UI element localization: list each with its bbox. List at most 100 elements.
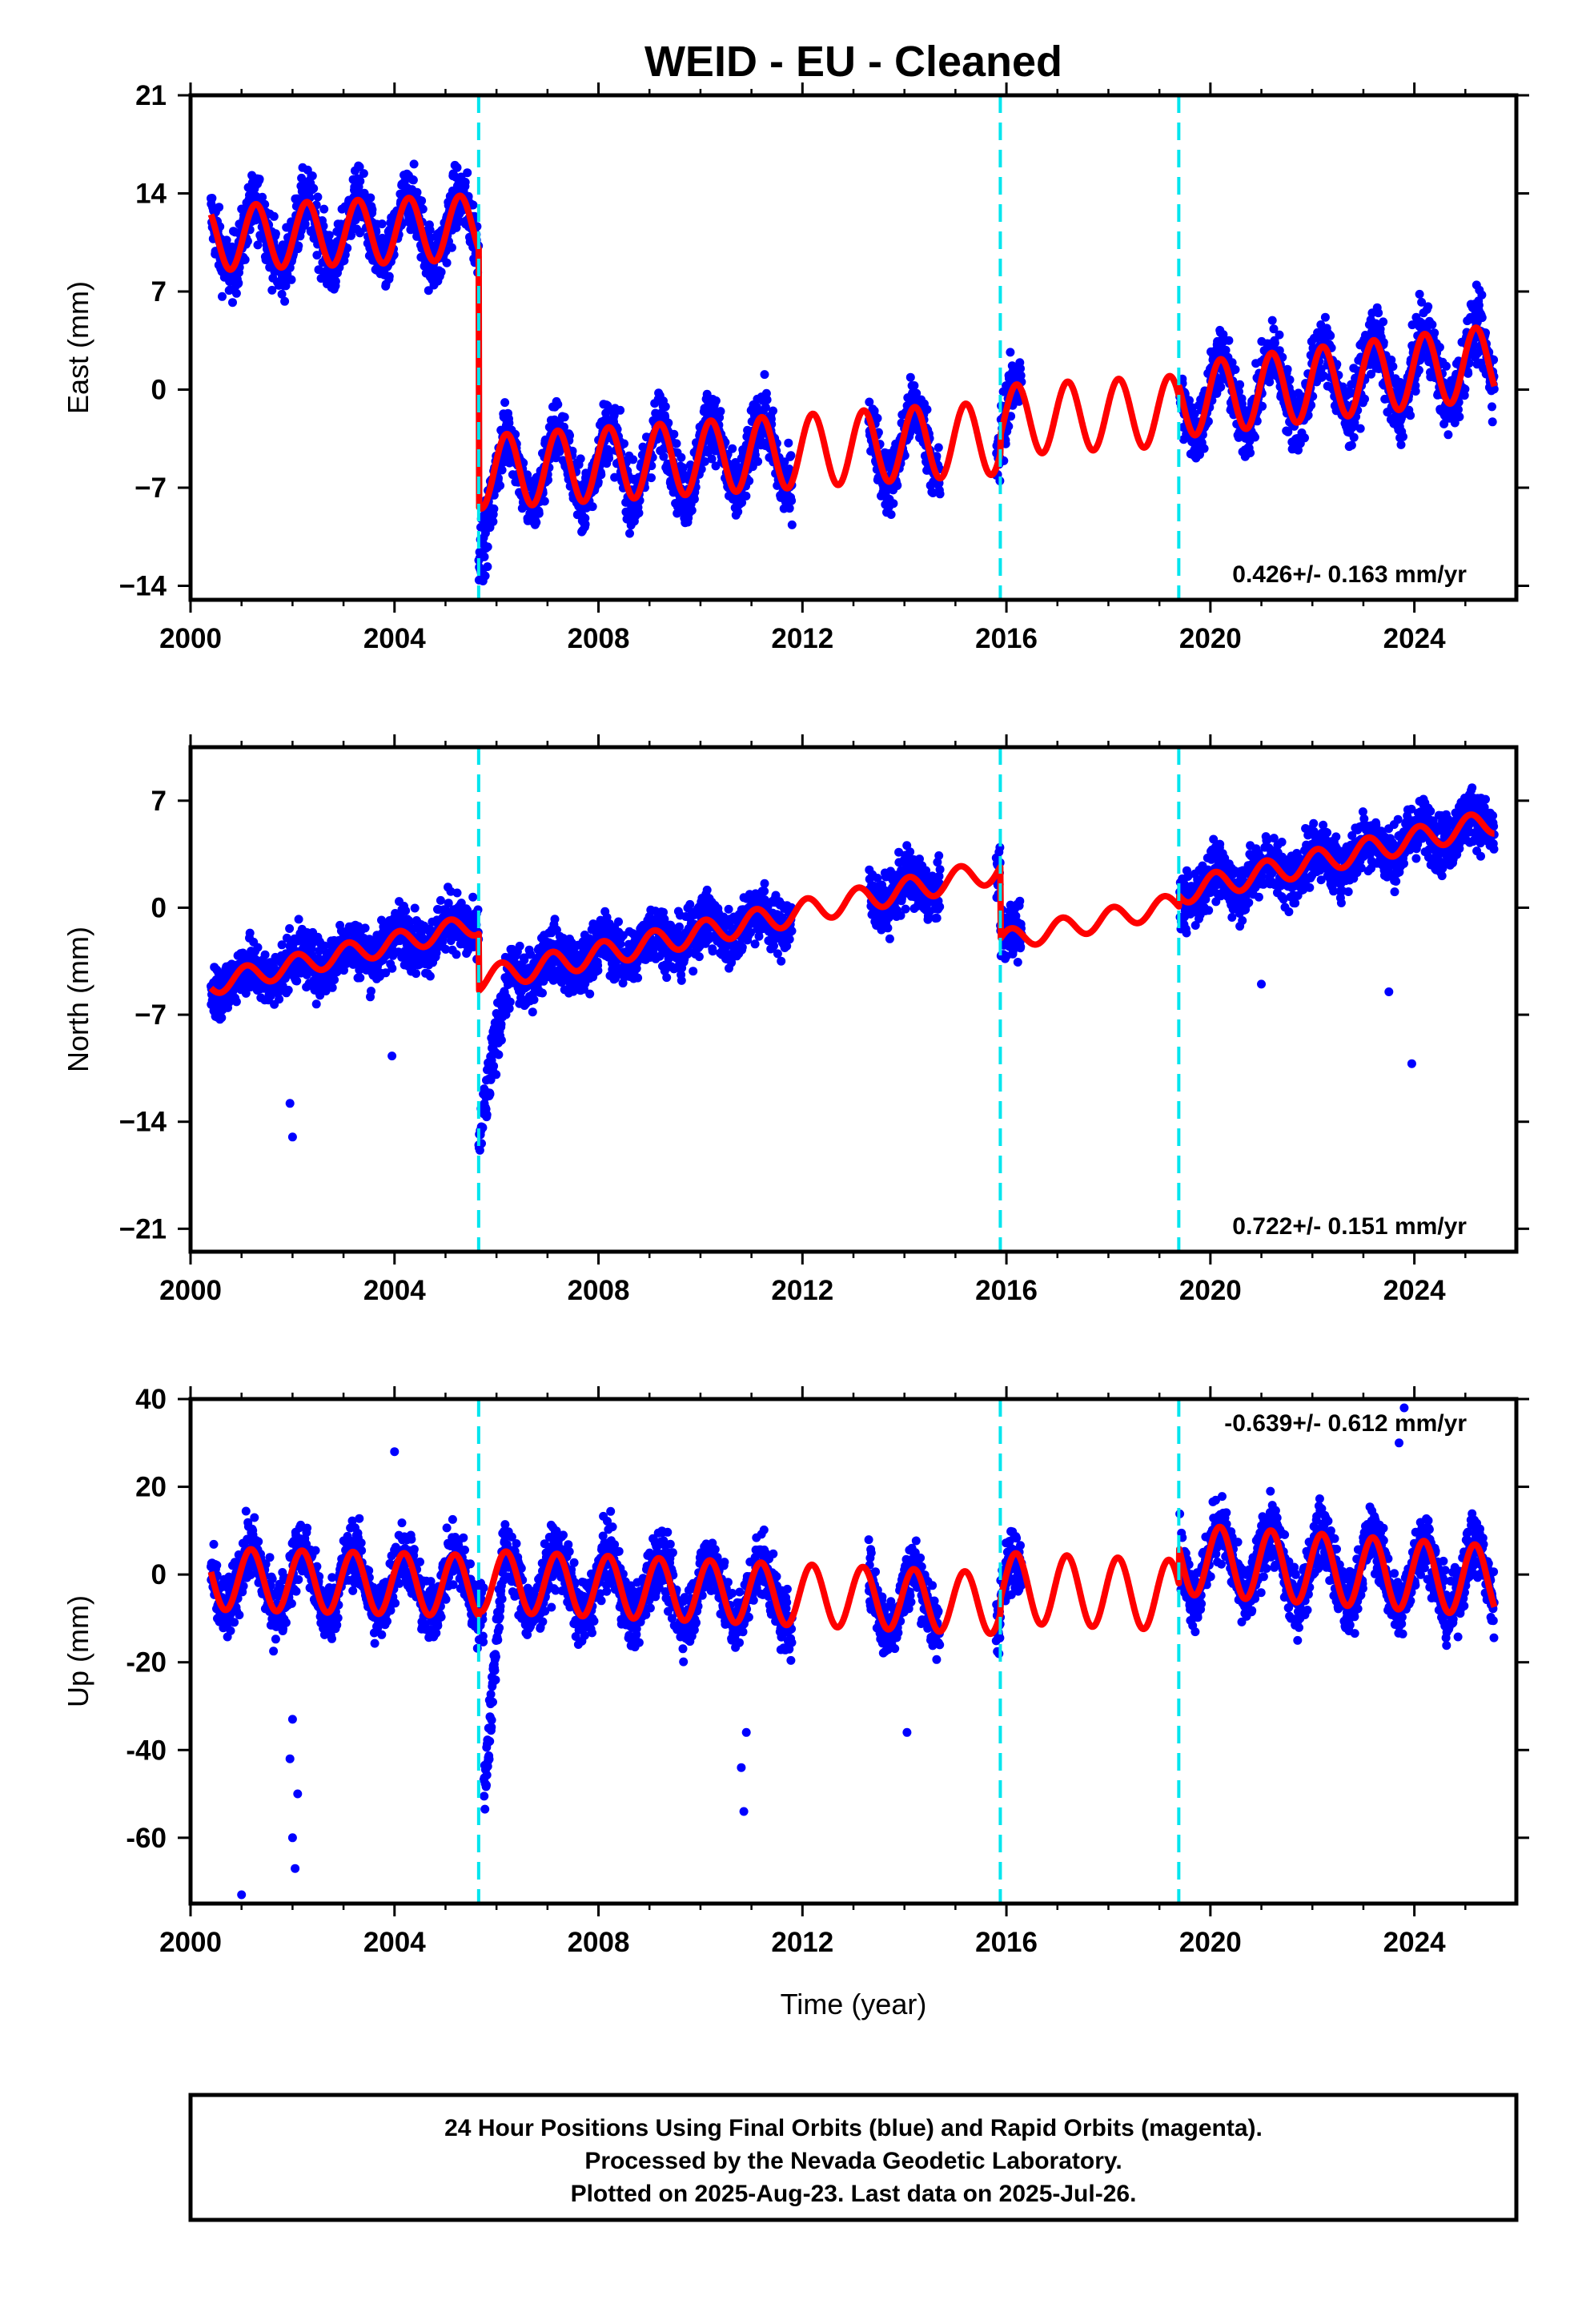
data-point <box>452 950 461 959</box>
data-point <box>281 281 291 291</box>
data-point <box>417 196 427 206</box>
data-point <box>786 451 796 460</box>
data-point <box>463 168 472 178</box>
data-point <box>733 507 743 517</box>
data-point <box>1477 313 1487 323</box>
x-tick-label: 2024 <box>1383 623 1446 654</box>
data-point <box>769 406 777 416</box>
data-point <box>1455 412 1464 421</box>
data-point <box>483 562 492 572</box>
data-point <box>889 499 898 509</box>
data-point <box>1374 308 1383 318</box>
data-point <box>253 240 263 250</box>
data-point <box>1396 440 1406 449</box>
data-point <box>319 204 329 214</box>
data-point <box>485 1089 495 1099</box>
data-point <box>762 395 772 404</box>
data-point <box>1477 290 1487 300</box>
data-point <box>424 286 433 296</box>
data-point <box>588 502 597 512</box>
data-point <box>1283 364 1292 374</box>
data-point <box>628 455 638 464</box>
data-point <box>452 888 462 898</box>
data-point <box>355 176 365 186</box>
data-point <box>218 292 227 301</box>
data-point <box>1360 394 1369 404</box>
data-point <box>886 510 896 519</box>
x-tick-label: 2004 <box>363 623 426 654</box>
data-point <box>483 542 492 552</box>
data-point <box>1379 317 1388 327</box>
data-point <box>576 454 585 464</box>
data-point <box>873 413 882 423</box>
y-tick-label: 14 <box>135 179 167 210</box>
data-point <box>377 219 387 229</box>
data-point <box>785 504 794 513</box>
data-point <box>560 412 569 422</box>
data-point <box>1235 380 1245 389</box>
data-point <box>565 431 574 440</box>
data-point <box>283 985 293 995</box>
data-point <box>228 298 237 308</box>
data-point <box>359 169 368 179</box>
x-tick-label: 2016 <box>975 623 1038 654</box>
data-point <box>468 200 478 210</box>
data-points <box>207 783 1499 1155</box>
data-point <box>647 473 656 483</box>
data-point <box>271 229 280 239</box>
data-point <box>1275 330 1284 340</box>
data-point <box>496 1019 506 1029</box>
data-point <box>593 477 603 487</box>
data-point <box>1443 430 1453 440</box>
x-tick-label: 2012 <box>771 623 833 654</box>
data-point <box>347 231 356 240</box>
data-point <box>285 924 295 933</box>
rate-label: 0.426+/- 0.163 mm/yr <box>1232 561 1467 588</box>
data-point <box>217 1013 227 1023</box>
data-point <box>728 444 737 453</box>
data-point <box>425 971 435 981</box>
data-point <box>307 171 317 181</box>
data-point <box>277 289 287 299</box>
data-point <box>1435 343 1444 352</box>
x-tick-label: 2008 <box>568 623 630 654</box>
data-point <box>1216 382 1226 392</box>
x-tick-label: 2020 <box>1179 623 1242 654</box>
data-point <box>497 465 507 475</box>
data-point <box>436 267 446 277</box>
data-point <box>260 950 270 959</box>
east-panel: 2000 2004 2008 2012 2016 2020 2024211470−7−14E… <box>62 80 1529 654</box>
data-point <box>1270 338 1279 348</box>
data-point <box>711 396 721 405</box>
model-curve <box>207 192 1498 512</box>
data-point <box>596 470 606 480</box>
model-line <box>207 192 1498 512</box>
data-point <box>604 453 614 463</box>
data-point <box>529 995 539 1004</box>
y-tick-label: −14 <box>119 571 167 602</box>
data-point <box>1285 375 1295 384</box>
data-point <box>253 943 263 952</box>
data-point <box>515 941 524 951</box>
data-point <box>215 203 224 212</box>
data-point <box>489 504 499 513</box>
data-point <box>292 976 302 986</box>
x-tick-label: 2000 <box>159 623 222 654</box>
data-point <box>460 178 470 187</box>
data-point <box>532 517 541 527</box>
data-point <box>669 429 679 439</box>
data-point <box>580 520 590 529</box>
data-point <box>480 571 490 581</box>
data-point <box>687 505 697 515</box>
y-tick-label: 21 <box>135 80 167 111</box>
data-point <box>408 175 418 185</box>
data-point <box>741 491 751 501</box>
data-point <box>280 296 290 306</box>
data-point <box>355 162 364 171</box>
data-point <box>1347 440 1356 450</box>
data-point <box>480 552 489 561</box>
data-point <box>1460 384 1470 394</box>
data-point <box>313 192 323 202</box>
data-point <box>245 928 255 938</box>
